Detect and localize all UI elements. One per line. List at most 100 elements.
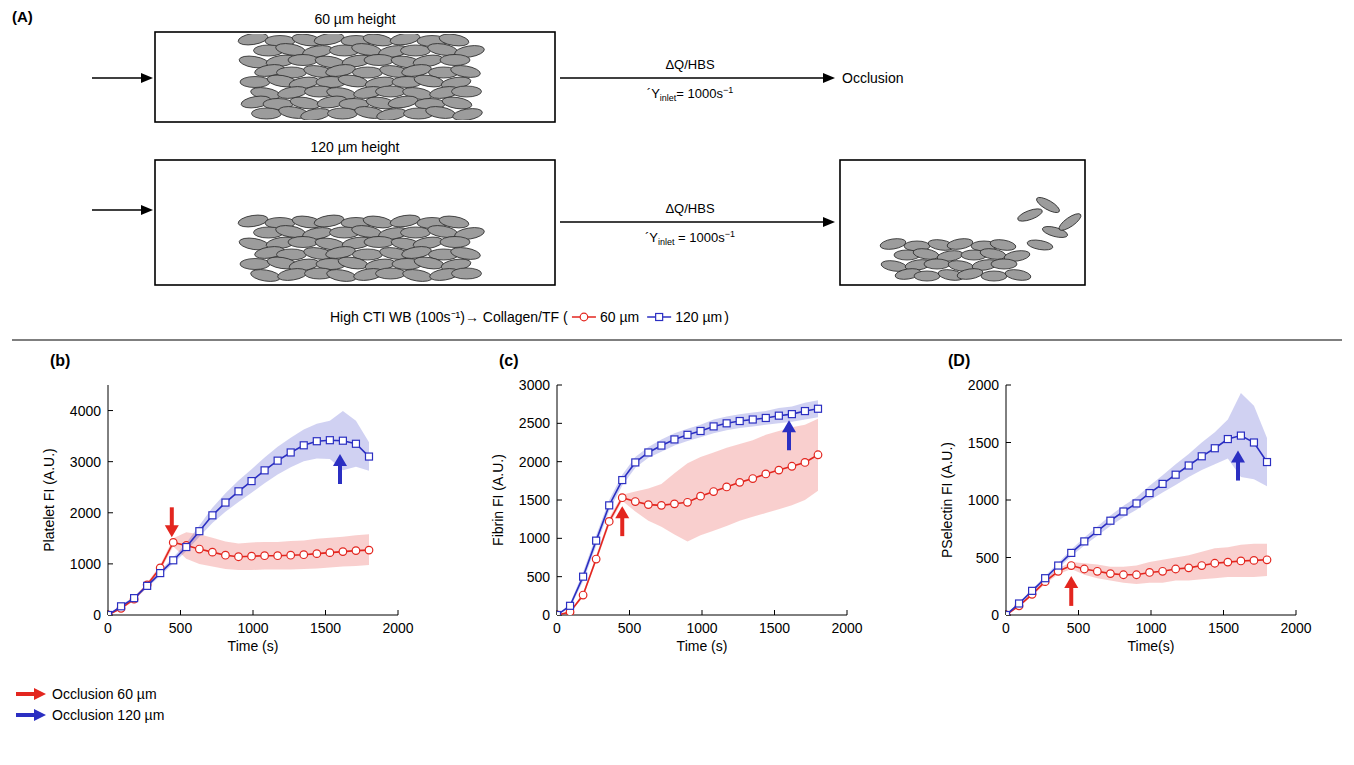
platelet [402, 268, 433, 283]
series-line [557, 455, 818, 615]
platelet [240, 77, 270, 88]
marker [196, 528, 203, 535]
marker [1211, 445, 1218, 452]
marker [1250, 557, 1258, 565]
platelet-cluster [237, 213, 485, 283]
series-line [1006, 436, 1267, 615]
marker [108, 611, 112, 615]
divider [12, 339, 1342, 340]
platelet [914, 271, 940, 281]
occlusion-legend: Occlusion 60 µmOcclusion 120 µm [16, 686, 164, 723]
chart: 05001000150020000500100015002000Time(s)P… [939, 352, 1312, 654]
y-tick-label: 2000 [968, 377, 999, 393]
y-tick [557, 538, 562, 539]
marker [749, 416, 756, 423]
marker [1146, 569, 1154, 577]
platelet [237, 213, 268, 229]
y-tick-label: 3000 [70, 454, 101, 470]
marker [1016, 600, 1023, 607]
marker [261, 552, 269, 560]
marker [580, 313, 588, 321]
x-tick-label: 1500 [1208, 620, 1239, 636]
marker [1006, 611, 1010, 615]
shear-sub: inlet [658, 237, 675, 247]
marker [788, 462, 796, 470]
marker [287, 551, 295, 559]
shear-exp: −1 [725, 229, 735, 239]
platelet [401, 227, 431, 238]
platelet [991, 259, 1017, 269]
marker [1107, 517, 1114, 524]
marker [762, 414, 769, 421]
y-tick [1006, 500, 1011, 501]
marker [658, 442, 665, 449]
marker [579, 591, 587, 599]
figure: (A)60 µm heightΔQ/HBS´Yinlet= 1000s−1Occ… [0, 0, 1354, 765]
marker [710, 423, 717, 430]
marker [801, 408, 808, 415]
channel-box [155, 160, 555, 285]
header: High CTI WB (100s⁻¹)→ Collagen/TF (60 µm… [330, 309, 729, 325]
y-tick [557, 576, 562, 577]
legend-label: 120 µm [675, 309, 722, 325]
arrow-head [333, 454, 347, 466]
marker [1120, 508, 1127, 515]
occlusion-arrow [615, 506, 629, 536]
marker [815, 405, 822, 412]
platelet [413, 73, 444, 89]
marker [723, 420, 730, 427]
error-band [108, 411, 369, 615]
x-tick [1223, 610, 1224, 615]
marker [248, 478, 255, 485]
platelet [946, 237, 973, 251]
x-tick [1151, 610, 1152, 615]
marker [1006, 612, 1010, 616]
marker [143, 581, 151, 589]
marker [274, 552, 282, 560]
platelet [956, 267, 983, 281]
y-tick-label: 3000 [519, 377, 550, 393]
y-tick [1006, 557, 1011, 558]
marker [1185, 564, 1193, 572]
marker [326, 437, 333, 444]
shear-value: = 1000s [675, 230, 726, 245]
marker [1237, 432, 1244, 439]
x-tick [702, 610, 703, 615]
x-tick-label: 2000 [831, 620, 862, 636]
y-tick-label: 1000 [70, 556, 101, 572]
flow-label: ΔQ/HBS [665, 201, 714, 216]
chart: 010002000300040000500100015002000Time (s… [41, 352, 414, 654]
height-label: 60 µm height [314, 11, 395, 27]
marker [1250, 439, 1257, 446]
marker [697, 428, 704, 435]
y-axis-title: PSelectin FI (A.U.) [939, 442, 955, 558]
x-tick-label: 500 [618, 620, 642, 636]
embolus [1016, 206, 1044, 223]
y-tick-label: 1000 [968, 492, 999, 508]
x-tick-label: 0 [553, 620, 561, 636]
marker [326, 549, 334, 557]
shear-label: ´Yinlet= 1000s−1 [647, 85, 733, 103]
marker [1107, 570, 1115, 578]
y-axis [108, 385, 109, 615]
marker [248, 552, 256, 560]
marker [131, 595, 138, 602]
plot-data [108, 411, 373, 615]
platelet [401, 45, 431, 56]
marker [645, 449, 652, 456]
y-tick-label: 4000 [70, 403, 101, 419]
platelet [389, 213, 420, 229]
platelet [879, 237, 906, 251]
y-tick-label: 0 [93, 607, 101, 623]
inlet-arrow [92, 209, 143, 211]
marker [1094, 528, 1101, 535]
y-tick-label: 2000 [519, 454, 550, 470]
y-tick-label: 2500 [519, 415, 550, 431]
platelet [364, 237, 394, 248]
marker [274, 457, 281, 464]
x-tick-label: 1000 [1135, 620, 1166, 636]
channel-box [155, 32, 555, 122]
plot-data [557, 400, 822, 615]
y-tick-label: 1000 [519, 530, 550, 546]
marker [1133, 500, 1140, 507]
